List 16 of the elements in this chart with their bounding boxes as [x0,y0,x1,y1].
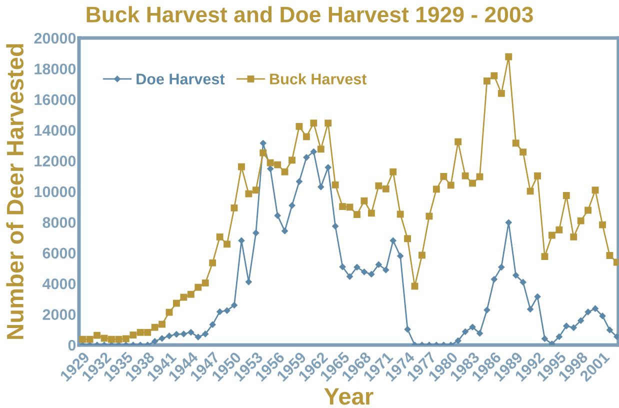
y-tick-label: 12000 [34,156,76,166]
chart-title: Buck Harvest and Doe Harvest 1929 - 2003 [86,6,533,22]
y-tick-label: 0 [68,340,76,351]
y-tick-label: 16000 [34,94,76,106]
legend-label: Buck Harvest [270,73,367,84]
y-tick-label: 18000 [34,64,76,74]
y-tick-label: 8000 [42,217,76,228]
y-tick-label: 4000 [42,278,76,290]
legend-label: Doe Harvest [136,74,225,84]
y-tick-label: 6000 [42,248,76,259]
y-tick-label: 2000 [42,309,76,320]
x-axis-title: Year [324,388,374,405]
y-tick-label: 14000 [34,124,76,136]
y-tick-label: 20000 [34,32,76,44]
y-tick-label: 10000 [34,186,76,198]
y-axis-title: Number of Deer Harvested [6,44,24,339]
